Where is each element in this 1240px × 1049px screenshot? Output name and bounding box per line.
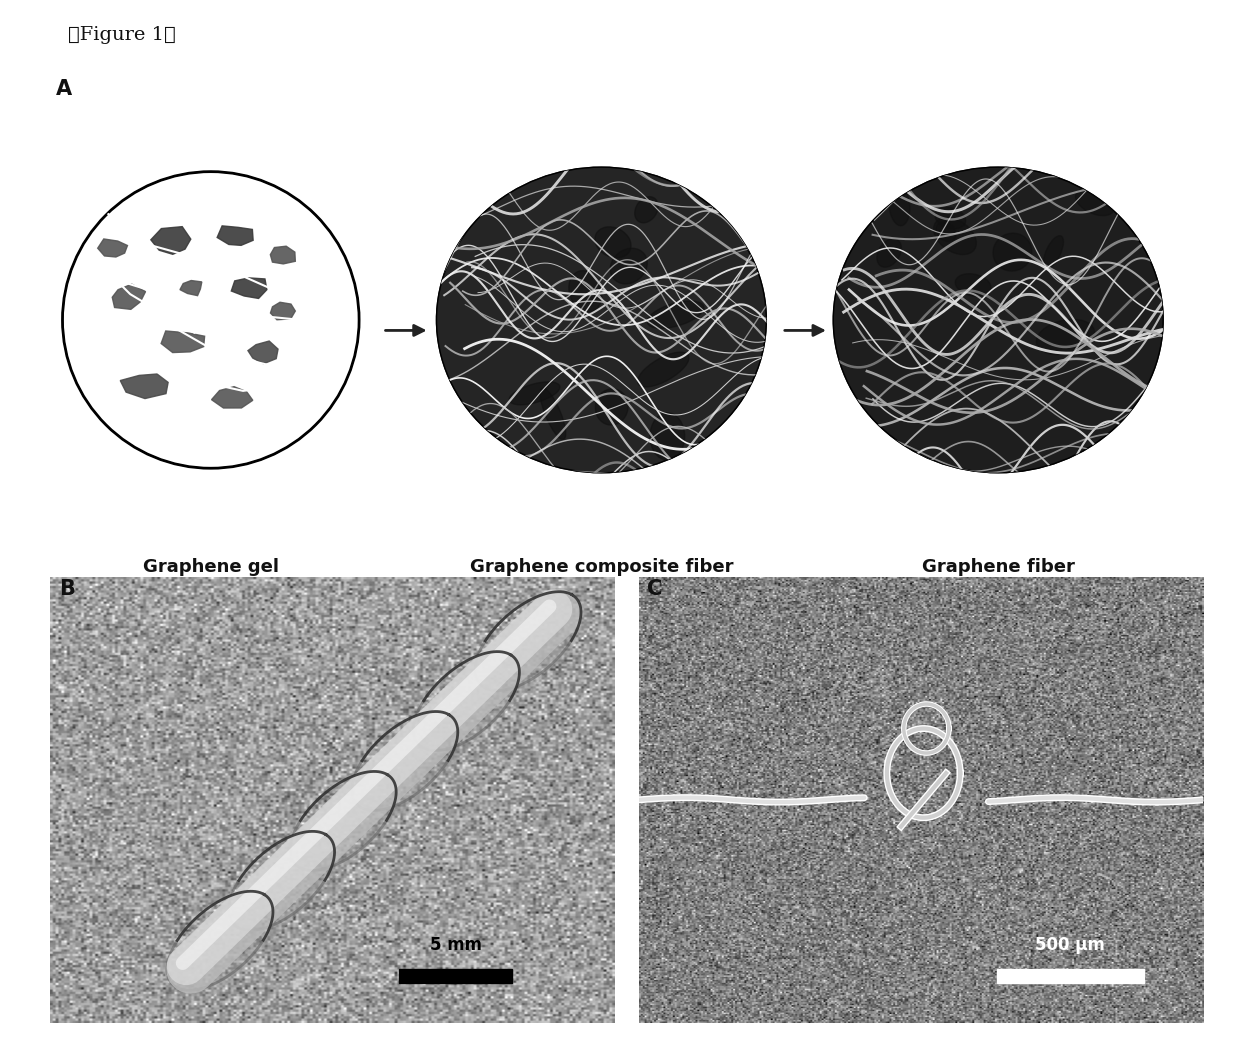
Ellipse shape xyxy=(889,185,910,226)
Text: 500 μm: 500 μm xyxy=(1035,936,1105,954)
Polygon shape xyxy=(120,374,169,399)
Circle shape xyxy=(62,172,360,468)
Polygon shape xyxy=(217,226,253,245)
Ellipse shape xyxy=(833,167,1163,473)
Polygon shape xyxy=(113,284,145,309)
Ellipse shape xyxy=(1043,236,1064,269)
Ellipse shape xyxy=(610,249,647,284)
Polygon shape xyxy=(270,247,295,264)
Text: Graphene fiber: Graphene fiber xyxy=(921,558,1075,576)
Ellipse shape xyxy=(877,239,901,267)
Text: B: B xyxy=(60,579,76,599)
Ellipse shape xyxy=(595,389,629,425)
Text: A: A xyxy=(56,79,72,99)
Text: C: C xyxy=(647,579,662,599)
Polygon shape xyxy=(151,227,191,254)
Ellipse shape xyxy=(936,222,956,241)
Ellipse shape xyxy=(635,197,658,222)
Ellipse shape xyxy=(1037,319,1095,355)
Text: 「Figure 1」: 「Figure 1」 xyxy=(68,26,176,44)
Ellipse shape xyxy=(993,233,1032,271)
Text: 5 mm: 5 mm xyxy=(430,936,482,954)
Ellipse shape xyxy=(955,274,991,296)
Polygon shape xyxy=(180,280,202,296)
Ellipse shape xyxy=(541,388,565,440)
Polygon shape xyxy=(212,387,253,408)
Ellipse shape xyxy=(569,271,601,312)
Polygon shape xyxy=(248,341,278,364)
Ellipse shape xyxy=(935,208,966,229)
Ellipse shape xyxy=(934,217,976,255)
Ellipse shape xyxy=(510,382,560,405)
Polygon shape xyxy=(232,278,267,299)
Bar xyxy=(997,969,1143,983)
Text: Graphene composite fiber: Graphene composite fiber xyxy=(470,558,733,576)
Ellipse shape xyxy=(1075,188,1115,216)
Polygon shape xyxy=(270,302,295,320)
Bar xyxy=(399,969,512,983)
Ellipse shape xyxy=(436,167,766,473)
Ellipse shape xyxy=(637,352,689,387)
Polygon shape xyxy=(98,239,128,257)
Polygon shape xyxy=(161,331,205,352)
Ellipse shape xyxy=(650,413,684,461)
Ellipse shape xyxy=(647,301,704,328)
Ellipse shape xyxy=(595,227,631,258)
Text: Graphene gel: Graphene gel xyxy=(143,558,279,576)
